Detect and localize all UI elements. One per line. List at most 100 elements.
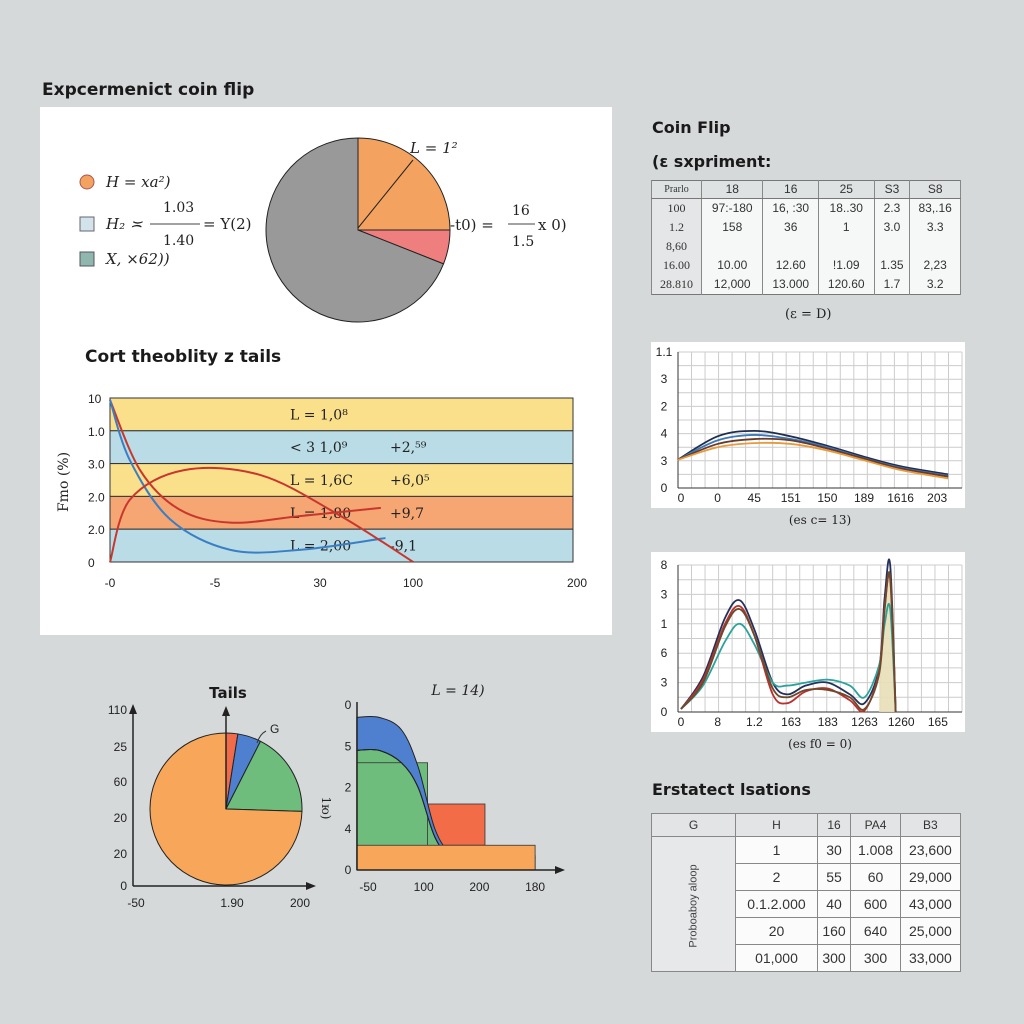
x-tick-label: 0 (678, 715, 685, 729)
table-cell: 29,000 (899, 863, 962, 891)
column-header: PA4 (850, 813, 901, 837)
table-cell: 2,23 (909, 256, 961, 275)
y-tick-label: 1 (661, 617, 668, 631)
y-tick-label: 0 (345, 863, 352, 877)
band-value: -9,1 (390, 539, 417, 555)
column-header: 16 (816, 813, 852, 837)
series-line (109, 399, 381, 524)
band-chart: L = 1,0⁸< 3 1,0⁹ +2,⁵⁹L = 1,6C +6,0⁵L = 1,… (56, 392, 587, 590)
series-line (680, 602, 897, 713)
pie-label-leader (357, 159, 414, 229)
band (109, 397, 574, 432)
table-cell: 158 (701, 218, 764, 237)
table-row: Proboaboy aloop 1 30 1.008 23,600 (650, 836, 962, 972)
x-tick-label: 1260 (888, 715, 915, 729)
x-tick-label: 200 (290, 896, 310, 910)
y-tick-label: 0 (88, 556, 95, 570)
table-cell (909, 237, 961, 256)
table-cell: 30 (816, 836, 852, 864)
row-group-label-text: Proboaboy aloop (687, 864, 700, 948)
table-cell: 13.000 (762, 275, 819, 295)
y-tick-label: 6 (661, 646, 668, 660)
x-tick-label: 8 (714, 715, 721, 729)
y-tick-label: 0 (120, 879, 127, 893)
column-header: B3 (899, 813, 962, 837)
table-cell: 01,000 (735, 944, 818, 972)
y-tick-label: 110 (108, 703, 127, 717)
column-header: 16 (762, 180, 819, 199)
table-cell: 120.60 (817, 275, 875, 295)
band (109, 528, 574, 563)
legend-label: H₂ ≍ (105, 215, 143, 233)
y-tick-label: 8 (661, 558, 668, 572)
table-cell: 640 (850, 917, 901, 945)
table-cell: 18..30 (817, 198, 875, 218)
table-cell: 23,600 (899, 836, 962, 864)
legend-label: X, ×62)) (105, 250, 170, 268)
table-cell: 300 (816, 944, 852, 972)
legend-label: H = xa²) (105, 173, 171, 191)
table-cell: 100 (650, 198, 703, 218)
table-cell: !1.09 (817, 256, 875, 275)
arrow-head-icon (222, 706, 230, 716)
y-tick-label: 2.0 (88, 490, 105, 504)
x-tick-label: 189 (854, 491, 874, 505)
pie-label-suffix: x 0) (538, 216, 567, 234)
y-tick-label: 2.0 (88, 523, 105, 537)
y-tick-label: 3.0 (88, 458, 105, 472)
pie-slice (265, 137, 445, 323)
x-tick-label: -5 (210, 576, 221, 590)
table-row: 28.810 12,000 13.000 120.60 1.7 3.2 (650, 275, 961, 295)
y-tick-label: 3 (661, 676, 668, 690)
table-cell: 2 (735, 863, 818, 891)
y-tick-label: 3 (661, 372, 668, 386)
x-tick-label: 203 (927, 491, 947, 505)
table-header-row: Prarlo 18 16 25 S3 S8 (650, 180, 961, 199)
legend-marker-circle (79, 174, 95, 190)
arrow-head-icon (306, 882, 316, 890)
column-header: S3 (873, 180, 911, 199)
column-header: H (735, 813, 818, 837)
series-line (109, 466, 414, 563)
coin-flip-title: Coin Flip (652, 118, 731, 137)
series-line (677, 441, 949, 480)
band-value: +2,⁵⁹ (390, 440, 427, 456)
table-cell: 300 (850, 944, 901, 972)
band-label: L = 1,0⁸ (290, 407, 348, 423)
table2-title: Erstatect lsations (652, 780, 811, 799)
table-cell: 3.3 (909, 218, 961, 237)
pie-slice (225, 740, 303, 812)
slice-label: G (270, 722, 279, 736)
x-tick-label: 163 (781, 715, 801, 729)
table-cell: 1.008 (850, 836, 901, 864)
table-row: 2 55 60 29,000 (652, 863, 962, 891)
y-tick-label: 1.0 (88, 425, 105, 439)
chart-panel (651, 552, 965, 732)
section-subtitle: Cort theoblity z tails (85, 347, 281, 367)
chart-panel (651, 342, 965, 508)
arrow-head-icon (129, 704, 137, 714)
y-tick-label: 20 (114, 847, 128, 861)
table-cell: 20 (735, 917, 818, 945)
table-cell (762, 237, 819, 256)
x-tick-label: 200 (567, 576, 587, 590)
x-tick-label: 30 (313, 576, 327, 590)
table-cell: 2.3 (873, 198, 911, 218)
legend-label-suffix: = Y(2) (203, 215, 252, 233)
x-tick-label: 1616 (887, 491, 914, 505)
column-header: 25 (817, 180, 875, 199)
row-group-label: Proboaboy aloop (650, 836, 737, 972)
table-cell: 33,000 (899, 944, 962, 972)
y-tick-label: 3 (661, 587, 668, 601)
page-title: Expcermenict coin flip (42, 80, 254, 100)
table-cell: 12,000 (701, 275, 764, 295)
table-caption: (ε = D) (785, 307, 831, 322)
band-label: < 3 1,0⁹ (290, 440, 348, 456)
y-tick-label: 3 (661, 454, 668, 468)
series-line (677, 437, 949, 478)
table-cell: 16, :30 (762, 198, 819, 218)
y-tick-label: 1.1 (656, 345, 673, 359)
